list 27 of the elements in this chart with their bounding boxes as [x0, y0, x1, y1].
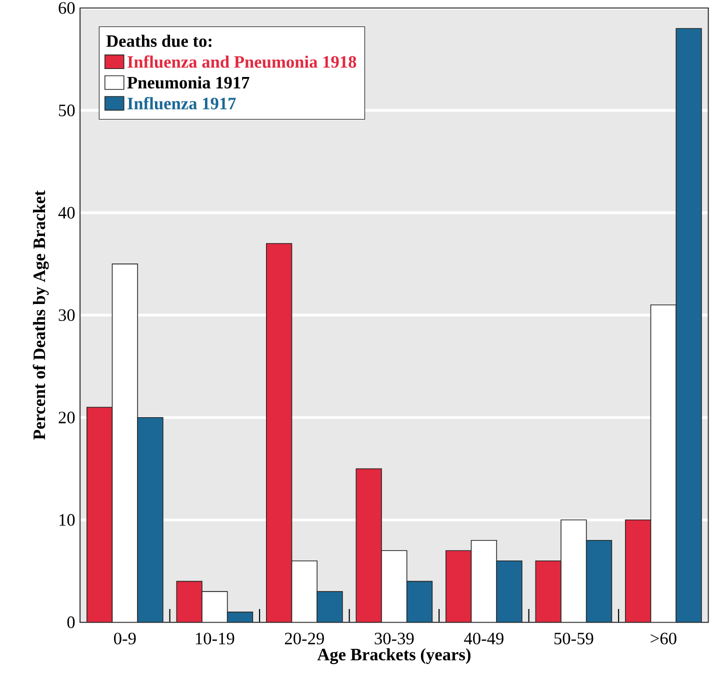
- bar: [227, 612, 253, 622]
- y-tick-label: 40: [58, 206, 75, 218]
- x-tick-label: >60: [650, 632, 676, 644]
- y-axis-title: Percent of Deaths by Age Bracket: [32, 190, 49, 440]
- y-tick-label: 0: [67, 616, 75, 628]
- y-tick-label: 60: [58, 2, 75, 14]
- bar: [406, 580, 433, 622]
- x-tick-label: 0-9: [114, 632, 136, 644]
- legend-label: Influenza and Pneumonia 1918: [128, 55, 356, 68]
- y-tick-label: 20: [58, 412, 75, 424]
- bar: [676, 28, 702, 622]
- y-tick-label: 10: [60, 514, 75, 526]
- legend-label: Pneumonia 1917: [127, 76, 250, 88]
- x-tick-label: 30-39: [374, 632, 414, 644]
- x-tick-label: 50-59: [554, 632, 594, 644]
- x-tick-label: 40-49: [464, 632, 504, 644]
- y-tick-label: 30: [58, 309, 75, 321]
- bar: [316, 591, 343, 622]
- bar: [137, 416, 164, 622]
- y-tick-label: 50: [58, 104, 75, 116]
- legend-title: Deaths due to:: [106, 34, 212, 47]
- x-axis-title: Age Brackets (years): [317, 648, 470, 664]
- x-tick-label: 10-19: [196, 632, 234, 644]
- x-tick-label: 20-29: [284, 632, 324, 644]
- bar: [586, 540, 612, 622]
- bar: [496, 560, 522, 622]
- legend-label: Influenza 1917: [128, 96, 236, 110]
